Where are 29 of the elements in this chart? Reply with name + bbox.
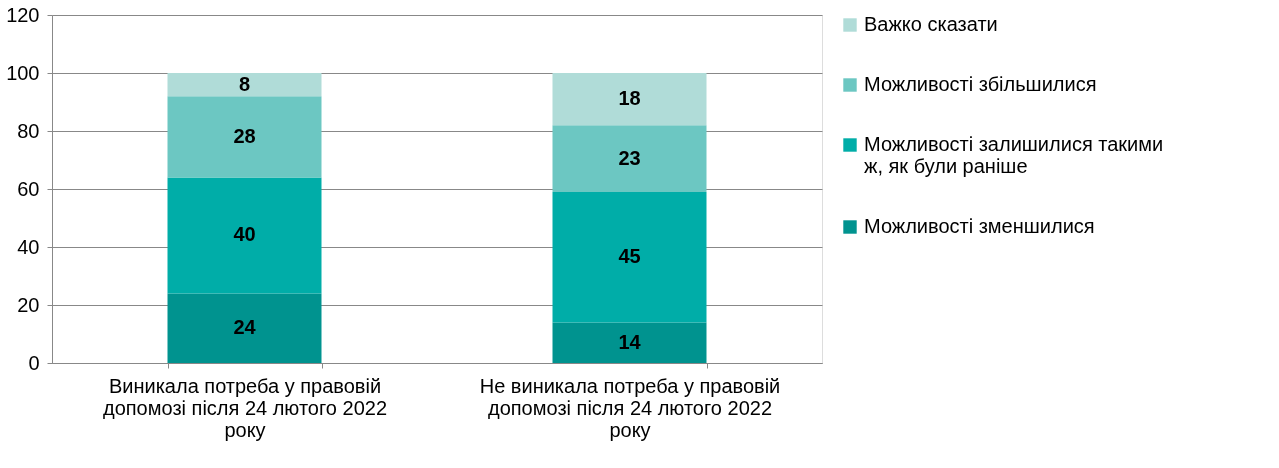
data-label: 45 xyxy=(618,245,641,268)
data-label: 40 xyxy=(233,223,256,246)
y-tick-label: 100 xyxy=(6,61,40,84)
y-tick-label: 60 xyxy=(17,177,40,200)
bar xyxy=(552,191,707,323)
bar xyxy=(552,125,707,192)
bar xyxy=(167,177,322,294)
data-label: 23 xyxy=(618,146,641,169)
data-label: 8 xyxy=(238,72,251,95)
legend-label: Можливості залишилися такими ж, як були раніше xyxy=(864,133,1164,177)
data-label: 18 xyxy=(618,87,641,110)
x-tick-label: Виникала потреба у правовій допомозі після 24 лютого 2022 року xyxy=(102,374,388,441)
bar xyxy=(552,73,707,126)
bar xyxy=(167,96,322,178)
bar xyxy=(167,73,322,97)
legend-label: Важко сказати xyxy=(864,13,998,35)
data-label: 28 xyxy=(233,124,256,147)
y-tick-label: 20 xyxy=(17,293,40,316)
y-tick-label: 120 xyxy=(6,3,40,26)
bar xyxy=(552,322,707,363)
bar xyxy=(167,293,322,363)
y-tick-label: 80 xyxy=(17,119,40,142)
y-tick-label: 40 xyxy=(17,235,40,258)
data-label: 14 xyxy=(618,330,642,353)
legend-label: Можливості збільшилися xyxy=(864,73,1097,95)
x-tick-label: Не виникала потреба у правовій допомозі після 24 лютого 2022 року xyxy=(479,374,781,441)
data-label: 24 xyxy=(233,316,257,339)
legend-label: Можливості зменшилися xyxy=(864,215,1095,237)
y-tick-label: 0 xyxy=(28,351,40,374)
